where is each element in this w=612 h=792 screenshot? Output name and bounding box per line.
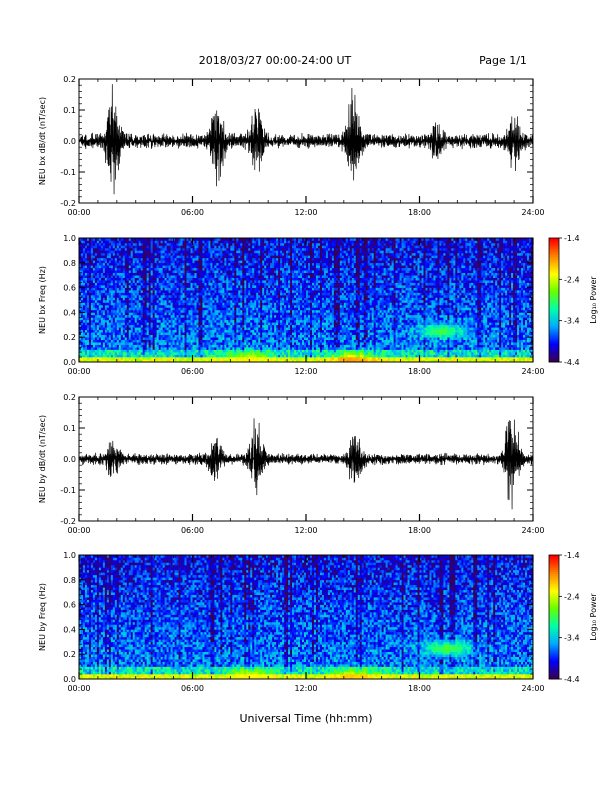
waveform-trace (78, 418, 534, 510)
x-tick-label: 06:00 (181, 367, 204, 376)
y-tick-label: 0.1 (63, 424, 76, 433)
y-tick-label: 0.4 (63, 308, 76, 317)
x-tick-label: 12:00 (294, 208, 317, 217)
x-tick-label: 06:00 (181, 684, 204, 693)
y-tick-label: 0.0 (63, 358, 76, 367)
y-tick-label: -0.2 (60, 517, 76, 526)
y-axis-label: NEU by dB/dt (nT/sec) (38, 415, 47, 503)
figure-title: 2018/03/27 00:00-24:00 UT (199, 54, 352, 67)
y-tick-label: 0.0 (63, 137, 76, 146)
x-tick-label: 06:00 (181, 526, 204, 535)
colorbar-label: Log₁₀ Power (589, 593, 598, 641)
y-tick-label: 0.2 (63, 393, 76, 402)
panel-3: 0.2 0.1 0.0 -0.1 -0.200:00 06:00 12:00 18:00 24:… (38, 393, 545, 535)
y-tick-label: -0.1 (60, 168, 76, 177)
spectrogram-cells (79, 555, 534, 680)
x-tick-label: 18:00 (408, 684, 431, 693)
colorbar-tick-label: -2.4 (564, 275, 580, 284)
colorbar-tick-label: -4.4 (564, 675, 580, 684)
x-axis-label: Universal Time (hh:mm) (240, 712, 373, 725)
waveform-trace (78, 84, 534, 195)
colorbar-tick-label: -3.4 (564, 634, 580, 643)
x-tick-label: 24:00 (521, 367, 544, 376)
panel-2: -1.4 -2.4 -3.4 -4.4 Log₁₀ Power 1.0 0.8 0.6 0.4 0… (38, 234, 598, 376)
y-tick-label: 0.6 (63, 284, 76, 293)
y-tick-label: 1.0 (63, 234, 76, 243)
x-tick-label: 18:00 (408, 367, 431, 376)
x-tick-label: 24:00 (521, 208, 544, 217)
x-tick-label: 00:00 (67, 208, 90, 217)
colorbar-tick-label: -1.4 (564, 551, 580, 560)
x-tick-label: 00:00 (67, 684, 90, 693)
x-tick-label: 00:00 (67, 367, 90, 376)
y-axis-label: NEU by Freq (Hz) (38, 583, 47, 651)
y-tick-label: 0.2 (63, 333, 76, 342)
colorbar-tick-label: -1.4 (564, 234, 580, 243)
y-tick-label: 0.1 (63, 106, 76, 115)
y-tick-label: 0.4 (63, 625, 76, 634)
x-tick-label: 12:00 (294, 526, 317, 535)
x-tick-label: 00:00 (67, 526, 90, 535)
y-tick-label: -0.1 (60, 486, 76, 495)
x-tick-label: 18:00 (408, 208, 431, 217)
y-axis-label: NEU bx Freq (Hz) (38, 266, 47, 334)
x-tick-label: 24:00 (521, 526, 544, 535)
x-tick-label: 24:00 (521, 684, 544, 693)
colorbar-2: -1.4 -2.4 -3.4 -4.4 Log₁₀ Power (548, 234, 598, 367)
panel-1: 0.2 0.1 0.0 -0.1 -0.200:00 06:00 12:00 18:00 24:… (38, 75, 545, 217)
colorbar-4: -1.4 -2.4 -3.4 -4.4 Log₁₀ Power (548, 551, 598, 684)
x-tick-label: 12:00 (294, 684, 317, 693)
colorbar-tick-label: -4.4 (564, 358, 580, 367)
colorbar-label: Log₁₀ Power (589, 276, 598, 324)
y-tick-label: -0.2 (60, 199, 76, 208)
x-tick-label: 18:00 (408, 526, 431, 535)
colorbar-tick-label: -2.4 (564, 592, 580, 601)
y-tick-label: 0.0 (63, 675, 76, 684)
x-tick-label: 06:00 (181, 208, 204, 217)
page-indicator: Page 1/1 (479, 54, 527, 67)
y-tick-label: 0.8 (63, 259, 76, 268)
y-tick-label: 0.2 (63, 650, 76, 659)
colorbar-tick-label: -3.4 (564, 317, 580, 326)
y-tick-label: 0.6 (63, 601, 76, 610)
panel-4: -1.4 -2.4 -3.4 -4.4 Log₁₀ Power 1.0 0.8 0.6 0.4 0… (38, 551, 598, 693)
x-tick-label: 12:00 (294, 367, 317, 376)
spectrogram-cells (79, 238, 534, 363)
y-tick-label: 0.2 (63, 75, 76, 84)
y-tick-label: 1.0 (63, 551, 76, 560)
y-axis-label: NEU bx dB/dt (nT/sec) (38, 97, 47, 185)
y-tick-label: 0.0 (63, 455, 76, 464)
y-tick-label: 0.8 (63, 576, 76, 585)
